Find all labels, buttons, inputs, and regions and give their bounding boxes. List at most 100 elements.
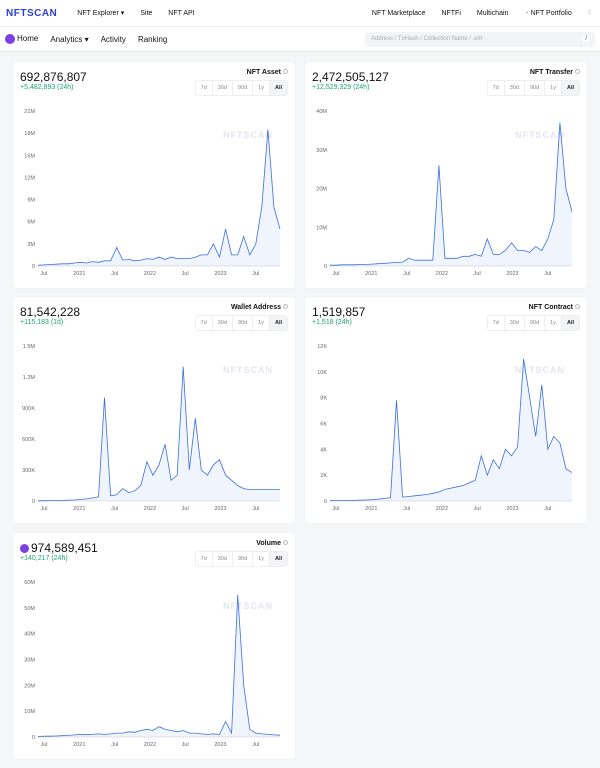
x-tick-label: Jul [40, 506, 47, 512]
x-tick-label: Jul [252, 271, 259, 277]
range-7d[interactable]: 7d [488, 316, 505, 330]
nav-site[interactable]: Site [140, 9, 153, 17]
range-30d[interactable]: 30d [213, 316, 233, 330]
range-7d[interactable]: 7d [196, 552, 213, 566]
range-All[interactable]: All [269, 552, 287, 566]
stat-card-nft-contract: 1,519,857 +1,518 (24h) NFT Contract 7d 30… [305, 297, 587, 523]
range-30d[interactable]: 30d [505, 81, 525, 95]
range-90d[interactable]: 90d [233, 81, 254, 95]
y-tick-label: 10M [316, 225, 327, 231]
info-icon[interactable] [575, 304, 580, 309]
search-shortcut: / [583, 36, 589, 42]
y-tick-label: 900K [22, 406, 35, 412]
search-input[interactable]: Address / TxHash / Collection Name / .et… [365, 31, 595, 47]
chart: NFTSCAN 0 10M 20M 30M 40M Jul 2021 Jul 2022 Jul 202… [316, 109, 573, 277]
nav-nft-api[interactable]: NFT API [168, 9, 195, 17]
theme-toggle-icon[interactable]: ☾ [587, 10, 594, 17]
range-30d[interactable]: 30d [505, 316, 525, 330]
range-All[interactable]: All [269, 316, 287, 330]
x-tick-label: 2022 [144, 506, 156, 512]
range-7d[interactable]: 7d [488, 81, 505, 95]
watermark: NFTSCAN [515, 365, 565, 375]
info-icon[interactable] [283, 304, 288, 309]
x-tick-label: 2021 [73, 271, 85, 277]
subnav-ranking[interactable]: Ranking [137, 34, 168, 44]
range-1y[interactable]: 1y [253, 552, 270, 566]
series-line [329, 358, 573, 502]
stat-value: 692,876,807 [20, 70, 87, 84]
nav-multichain[interactable]: Multichain [476, 9, 509, 17]
range-1y[interactable]: 1y [545, 316, 562, 330]
info-icon[interactable] [283, 540, 288, 545]
range-7d[interactable]: 7d [196, 81, 213, 95]
y-tick-label: 9M [27, 198, 35, 204]
y-tick-label: 10M [24, 709, 35, 715]
series-line [37, 366, 280, 502]
subnav-activity[interactable]: Activity [100, 34, 126, 44]
range-30d[interactable]: 30d [213, 552, 233, 566]
range-1y[interactable]: 1y [545, 81, 562, 95]
x-tick-label: Jul [474, 506, 481, 512]
x-tick-label: Jul [182, 506, 189, 512]
info-icon[interactable] [575, 69, 580, 74]
x-tick-label: Jul [40, 742, 47, 748]
x-tick-label: Jul [252, 742, 259, 748]
range-90d[interactable]: 90d [233, 316, 254, 330]
x-tick-label: Jul [544, 506, 551, 512]
range-1y[interactable]: 1y [253, 316, 270, 330]
x-tick-label: 2022 [436, 271, 448, 277]
x-tick-label: Jul [111, 271, 118, 277]
y-tick-label: 0 [32, 264, 35, 270]
y-tick-label: 4K [320, 447, 327, 453]
range-selector: 7d 30d 90d 1y All [194, 551, 288, 567]
chain-icon [20, 544, 29, 554]
y-tick-label: 1.2M [23, 375, 36, 381]
y-tick-label: 40M [316, 109, 327, 115]
y-tick-label: 60M [24, 580, 35, 586]
nav-nft-portfolio[interactable]: ◔ NFT Portfolio [524, 10, 571, 17]
logo[interactable]: NFTSCAN [6, 7, 58, 19]
subnav-home[interactable]: Home [5, 34, 38, 44]
nav-nft-explorer[interactable]: NFT Explorer ▾ [77, 10, 125, 17]
range-90d[interactable]: 90d [233, 552, 254, 566]
stat-label: NFT Contract [529, 304, 580, 311]
range-All[interactable]: All [269, 81, 287, 95]
series-area [330, 358, 572, 501]
subnav-analytics[interactable]: Analytics ▾ [50, 34, 89, 44]
series-area [38, 366, 280, 501]
range-All[interactable]: All [561, 81, 579, 95]
y-tick-label: 21M [24, 109, 35, 115]
stat-value: 974,589,451 [20, 541, 98, 555]
range-90d[interactable]: 90d [525, 316, 546, 330]
nav-nftfi[interactable]: NFTFi [441, 9, 461, 17]
x-tick-label: Jul [332, 271, 339, 277]
info-icon[interactable] [283, 69, 288, 74]
nav-nft-marketplace[interactable]: NFT Marketplace [371, 9, 426, 17]
y-tick-label: 12M [24, 175, 35, 181]
x-tick-label: Jul [332, 506, 339, 512]
x-tick-label: Jul [111, 742, 118, 748]
stat-card-nft-transfer: 2,472,505,127 +12,529,329 (24h) NFT Tran… [305, 62, 587, 288]
series-line [37, 594, 281, 737]
stat-change: +115,183 (1d) [20, 319, 64, 326]
pie-chart-icon: ◔ [524, 9, 529, 17]
y-tick-label: 2K [320, 473, 327, 479]
x-tick-label: 2021 [365, 506, 377, 512]
stat-change: +1,518 (24h) [312, 319, 352, 326]
y-tick-label: 6M [27, 220, 35, 226]
stat-value: 2,472,505,127 [312, 70, 389, 84]
x-tick-label: 2022 [144, 742, 156, 748]
range-7d[interactable]: 7d [196, 316, 213, 330]
y-tick-label: 600K [22, 437, 35, 443]
watermark: NFTSCAN [223, 130, 273, 140]
range-90d[interactable]: 90d [525, 81, 546, 95]
y-tick-label: 6K [320, 422, 327, 428]
range-All[interactable]: All [561, 316, 579, 330]
y-tick-label: 15M [24, 153, 35, 159]
x-tick-label: 2023 [506, 506, 518, 512]
x-tick-label: 2021 [73, 742, 85, 748]
range-30d[interactable]: 30d [213, 81, 233, 95]
range-1y[interactable]: 1y [253, 81, 270, 95]
y-tick-label: 12K [317, 344, 327, 350]
portfolio-label: NFT Portfolio [530, 9, 572, 17]
